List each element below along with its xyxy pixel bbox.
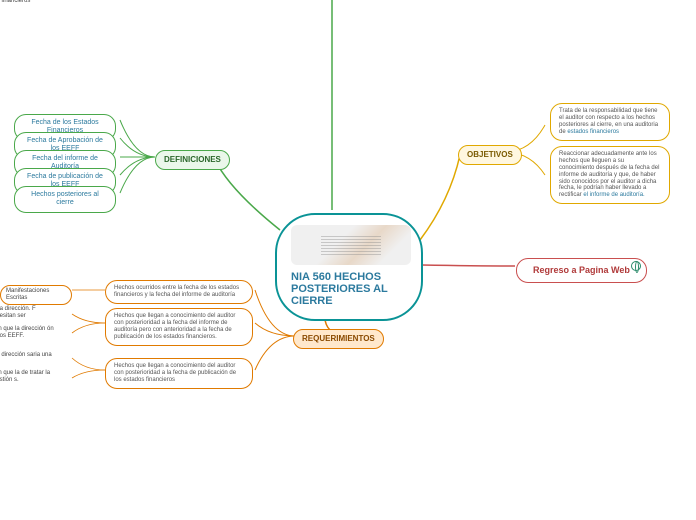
branch-requerimientos[interactable]: REQUERIMIENTOS [293,329,384,349]
req-sub-2: o en que la dirección ón en los EEFF. [0,326,62,340]
req-leaf-0[interactable]: Hechos ocurridos entre la fecha de los e… [105,280,253,304]
center-title: NIA 560 HECHOS POSTERIORES AL CIERRE [291,271,407,307]
req-sub-4: o en que la de tratar la cuestión s. [0,370,62,384]
fragment-top: dos financieros [0,0,70,5]
branch-objetivos[interactable]: OBJETIVOS [458,145,522,165]
obj-leaf-0[interactable]: Trata de la responsabilidad que tiene el… [550,103,670,141]
branch-definiciones[interactable]: DEFINICIONES [155,150,230,170]
obj-leaf-1[interactable]: Reaccionar adecuadamente ante los hechos… [550,146,670,204]
center-node[interactable]: NIA 560 HECHOS POSTERIORES AL CIERRE [275,213,423,321]
req-leaf-2[interactable]: Hechos que llegan a conocimiento del aud… [105,358,253,389]
globe-icon [631,261,641,271]
req-sub-3: n la dirección saria una [0,352,62,359]
def-leaf-4[interactable]: Hechos posteriores al cierre [14,186,116,213]
req-leaf-1[interactable]: Hechos que llegan a conocimiento del aud… [105,308,253,346]
req-sub-0[interactable]: Manifestaciones Escritas [0,285,72,305]
req-sub-1: on la dirección. F necesitan ser [0,306,62,320]
center-image [291,225,411,265]
branch-regreso[interactable]: Regreso a Pagina Web [516,258,647,283]
